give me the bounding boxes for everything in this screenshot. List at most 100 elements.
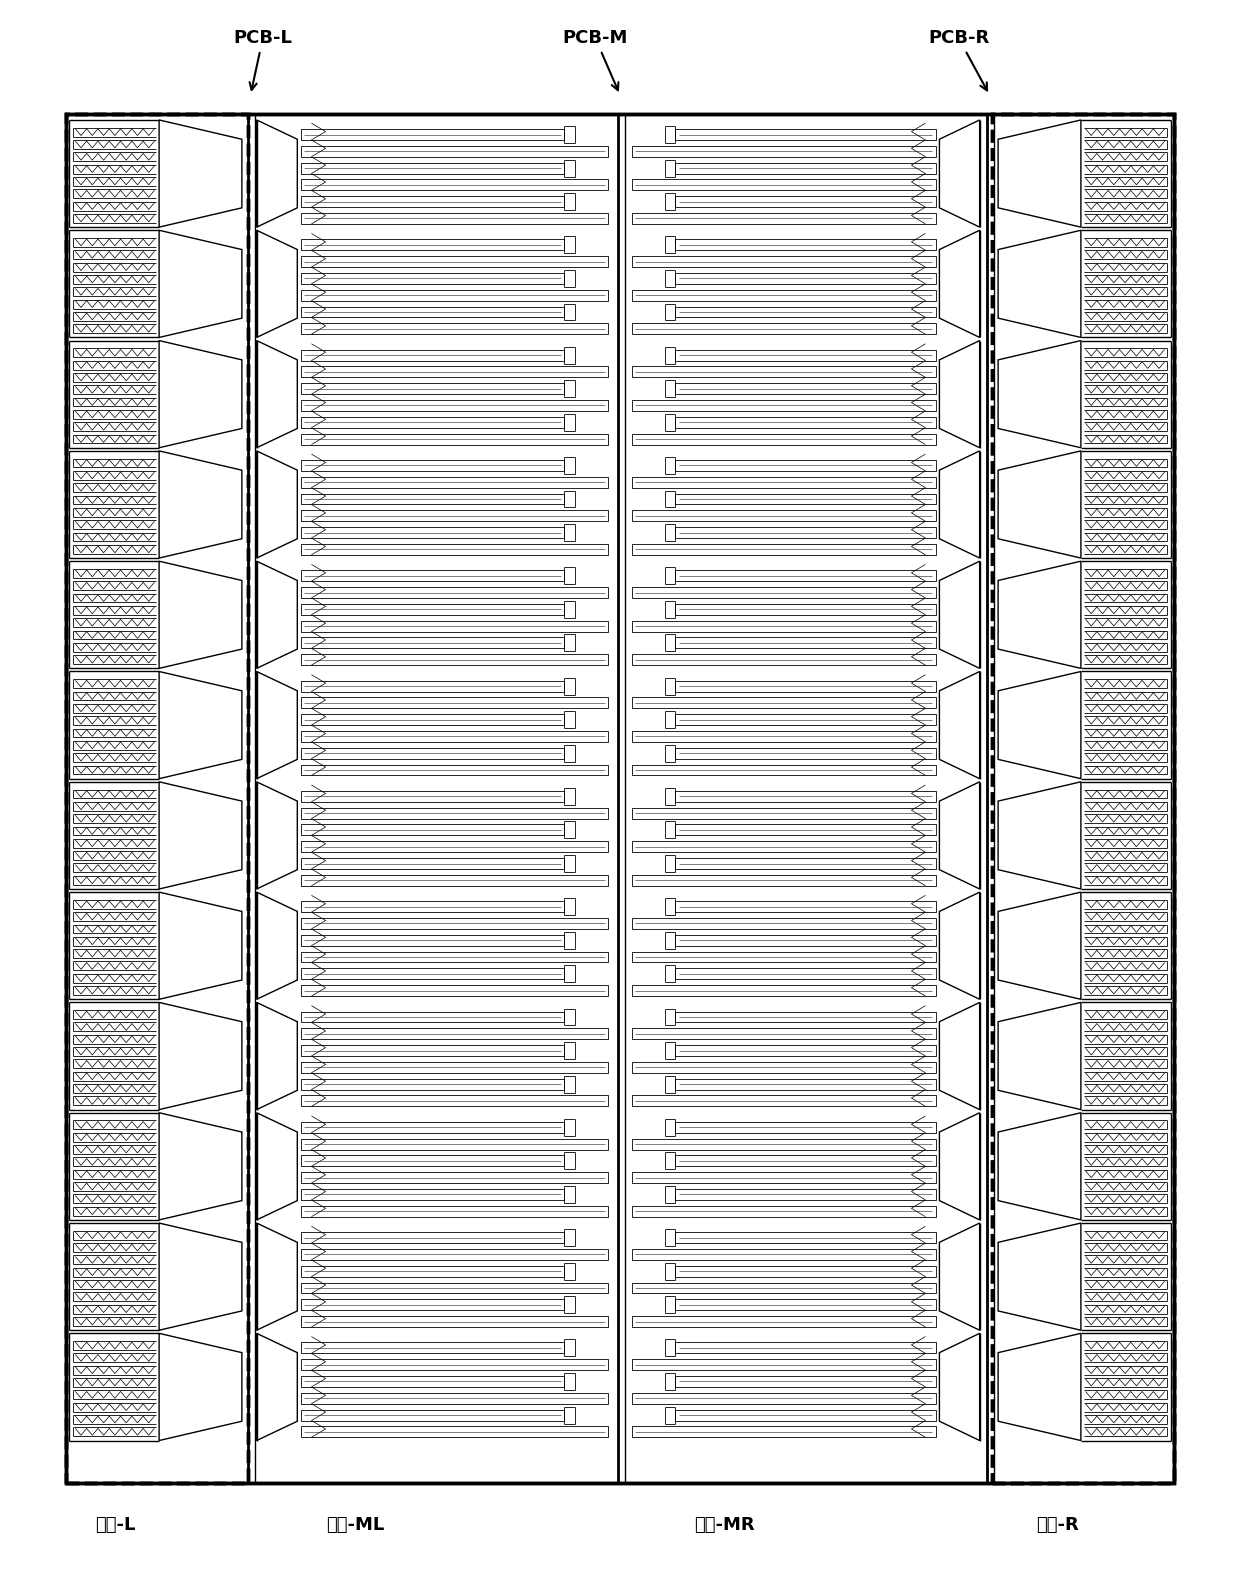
Bar xyxy=(676,1189,936,1200)
Bar xyxy=(301,934,564,945)
Bar xyxy=(301,807,609,818)
Polygon shape xyxy=(940,451,980,558)
Bar xyxy=(631,1062,936,1073)
Bar xyxy=(676,934,936,945)
Bar xyxy=(631,1359,936,1370)
Polygon shape xyxy=(998,782,1081,889)
Bar xyxy=(301,1249,609,1260)
Bar xyxy=(301,1392,609,1403)
Bar xyxy=(631,367,936,378)
Bar xyxy=(631,697,936,708)
Polygon shape xyxy=(159,120,242,227)
Bar xyxy=(301,544,609,555)
Bar xyxy=(66,113,1174,1483)
Polygon shape xyxy=(159,230,242,338)
Polygon shape xyxy=(998,1224,1081,1331)
Text: 风道-ML: 风道-ML xyxy=(326,1516,384,1534)
Polygon shape xyxy=(257,672,298,779)
Bar xyxy=(631,1249,936,1260)
Bar xyxy=(992,113,1174,1483)
Bar xyxy=(676,604,936,615)
Bar xyxy=(631,587,936,598)
Polygon shape xyxy=(998,562,1081,669)
Polygon shape xyxy=(940,892,980,999)
Text: 风道-L: 风道-L xyxy=(94,1516,135,1534)
Bar xyxy=(301,239,564,250)
Bar xyxy=(301,510,609,521)
Bar xyxy=(676,459,936,470)
Bar xyxy=(676,1299,936,1310)
Polygon shape xyxy=(159,672,242,779)
Polygon shape xyxy=(998,451,1081,558)
Polygon shape xyxy=(257,451,298,558)
Bar xyxy=(992,113,1174,1483)
Bar xyxy=(676,1044,936,1055)
Bar xyxy=(676,1122,936,1133)
Bar xyxy=(676,901,936,912)
Polygon shape xyxy=(159,1224,242,1331)
Bar xyxy=(301,1189,564,1200)
Polygon shape xyxy=(940,1334,980,1441)
Bar xyxy=(301,434,609,445)
Bar xyxy=(676,129,936,140)
Bar xyxy=(301,307,564,318)
Bar xyxy=(676,274,936,283)
Bar xyxy=(301,714,564,725)
Polygon shape xyxy=(998,1112,1081,1221)
Bar xyxy=(676,162,936,173)
Polygon shape xyxy=(159,892,242,999)
Bar xyxy=(301,875,609,886)
Bar xyxy=(301,146,609,157)
Bar xyxy=(301,477,609,488)
Bar xyxy=(631,179,936,190)
Bar xyxy=(301,571,564,580)
Bar xyxy=(301,527,564,538)
Polygon shape xyxy=(257,341,298,448)
Polygon shape xyxy=(257,120,298,227)
Bar xyxy=(631,842,936,853)
Polygon shape xyxy=(159,1002,242,1109)
Bar xyxy=(631,1172,936,1183)
Polygon shape xyxy=(998,120,1081,227)
Bar xyxy=(676,969,936,980)
Bar xyxy=(301,637,564,648)
Bar xyxy=(301,985,609,996)
Bar xyxy=(676,527,936,538)
Text: 风道-R: 风道-R xyxy=(1035,1516,1079,1534)
Bar xyxy=(301,1095,609,1106)
Polygon shape xyxy=(998,230,1081,338)
Bar xyxy=(676,349,936,360)
Polygon shape xyxy=(940,1112,980,1221)
Bar xyxy=(676,637,936,648)
Bar xyxy=(301,324,609,333)
Bar xyxy=(676,824,936,835)
Bar xyxy=(301,400,609,411)
Bar xyxy=(301,494,564,505)
Bar xyxy=(631,919,936,930)
Bar xyxy=(676,197,936,208)
Bar xyxy=(301,129,564,140)
Bar xyxy=(631,1392,936,1403)
Bar xyxy=(301,731,609,742)
Bar xyxy=(301,197,564,208)
Bar xyxy=(301,212,609,223)
Bar xyxy=(676,1376,936,1387)
Bar xyxy=(301,587,609,598)
Bar xyxy=(301,1122,564,1133)
Bar xyxy=(301,1282,609,1293)
Bar xyxy=(631,510,936,521)
Bar xyxy=(676,494,936,505)
Bar xyxy=(631,1427,936,1438)
Bar xyxy=(676,791,936,802)
Bar xyxy=(301,747,564,758)
Polygon shape xyxy=(257,1112,298,1221)
Polygon shape xyxy=(998,892,1081,999)
Bar xyxy=(301,417,564,428)
Polygon shape xyxy=(940,120,980,227)
Bar xyxy=(301,791,564,802)
Bar xyxy=(301,289,609,300)
Bar xyxy=(676,1266,936,1277)
Text: PCB-R: PCB-R xyxy=(928,30,990,90)
Bar xyxy=(301,604,564,615)
Bar xyxy=(301,1011,564,1022)
